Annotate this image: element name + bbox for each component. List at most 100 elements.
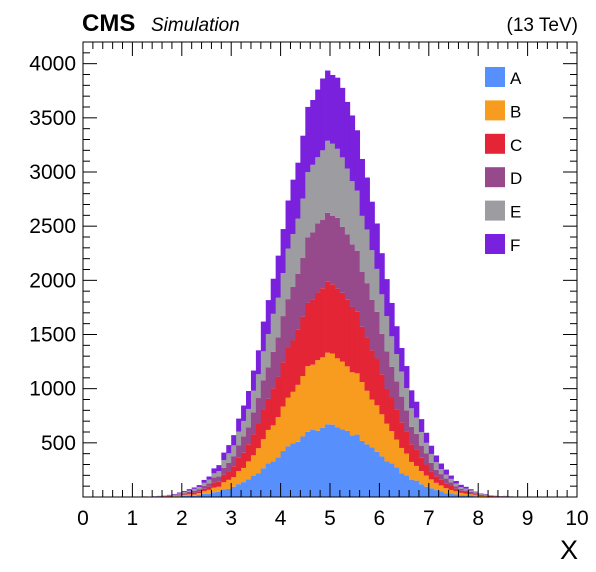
- bar-E-bin-56: [359, 215, 365, 272]
- bar-F-bin-24: [201, 479, 207, 483]
- bar-D-bin-66: [409, 426, 415, 445]
- bar-F-bin-21: [186, 489, 193, 491]
- bar-E-bin-77: [463, 488, 469, 491]
- bar-A-bin-23: [196, 494, 202, 497]
- bar-A-bin-77: [463, 495, 469, 497]
- bar-B-bin-69: [423, 475, 430, 487]
- bar-C-bin-47: [315, 292, 321, 361]
- bar-A-bin-71: [433, 490, 440, 497]
- bar-B-bin-56: [359, 382, 365, 441]
- bar-D-bin-43: [295, 273, 301, 330]
- bar-F-bin-43: [295, 162, 301, 219]
- bar-C-bin-34: [250, 434, 257, 456]
- bar-E-bin-40: [280, 273, 286, 317]
- bar-B-bin-61: [384, 423, 390, 462]
- bar-E-bin-34: [250, 390, 257, 413]
- bar-F-bin-39: [275, 255, 281, 298]
- bar-C-bin-73: [443, 483, 449, 489]
- x-tick-label-8: 8: [472, 507, 484, 530]
- bar-D-bin-24: [201, 485, 207, 489]
- bar-F-bin-81: [483, 494, 489, 495]
- bar-A-bin-42: [290, 443, 296, 497]
- bar-C-bin-65: [404, 431, 410, 454]
- bar-F-bin-31: [236, 418, 242, 432]
- bar-C-bin-57: [364, 337, 370, 391]
- bar-C-bin-29: [226, 471, 232, 480]
- bar-B-bin-60: [379, 414, 385, 457]
- bar-C-bin-69: [423, 464, 430, 476]
- bar-E-bin-71: [433, 462, 440, 470]
- bar-F-bin-50: [330, 74, 336, 144]
- legend-label-B: B: [510, 102, 521, 121]
- bar-B-bin-39: [275, 416, 281, 458]
- bar-A-bin-39: [275, 457, 281, 497]
- bar-C-bin-41: [285, 347, 291, 398]
- bar-D-bin-20: [181, 493, 188, 495]
- bar-E-bin-37: [265, 333, 272, 368]
- bar-B-bin-72: [438, 485, 445, 492]
- bar-B-bin-65: [404, 453, 410, 476]
- bar-E-bin-21: [186, 490, 193, 492]
- bar-A-bin-45: [305, 431, 311, 497]
- bar-F-bin-29: [226, 445, 232, 454]
- bar-B-bin-25: [206, 489, 212, 494]
- bar-F-bin-25: [206, 476, 212, 480]
- bar-D-bin-58: [369, 299, 375, 351]
- y-tick-label-1000: 1000: [29, 378, 76, 401]
- bar-B-bin-58: [369, 399, 375, 448]
- bar-F-bin-79: [473, 491, 479, 493]
- bar-C-bin-28: [221, 474, 227, 483]
- bar-E-bin-44: [300, 198, 306, 258]
- bar-C-bin-75: [453, 488, 459, 492]
- bar-B-bin-18: [171, 495, 178, 497]
- bar-F-bin-54: [349, 115, 356, 182]
- bar-B-bin-50: [330, 353, 336, 425]
- bar-A-bin-72: [438, 491, 445, 497]
- bar-B-bin-27: [216, 486, 222, 492]
- bar-B-bin-37: [265, 429, 272, 464]
- bar-D-bin-30: [231, 456, 237, 467]
- bar-F-bin-74: [448, 475, 454, 479]
- bar-E-bin-24: [201, 482, 207, 486]
- bar-E-bin-74: [448, 478, 454, 483]
- bar-A-bin-63: [394, 467, 400, 497]
- bar-E-bin-19: [176, 493, 183, 495]
- bar-C-bin-77: [463, 491, 469, 494]
- bar-D-bin-53: [344, 234, 351, 300]
- bar-E-bin-54: [349, 181, 356, 245]
- bar-C-bin-51: [334, 288, 341, 359]
- bar-F-bin-45: [305, 106, 311, 173]
- legend-label-E: E: [510, 203, 521, 222]
- bar-E-bin-46: [310, 164, 316, 233]
- bar-B-bin-20: [181, 494, 188, 496]
- bar-E-bin-72: [438, 469, 445, 475]
- bar-C-bin-60: [379, 374, 385, 415]
- bar-D-bin-37: [265, 367, 272, 399]
- bar-C-bin-61: [384, 388, 390, 424]
- bar-A-bin-47: [315, 430, 321, 497]
- bar-C-bin-74: [448, 486, 454, 490]
- bar-C-bin-21: [186, 493, 193, 495]
- bar-F-bin-22: [191, 487, 198, 489]
- bar-D-bin-69: [423, 453, 430, 465]
- bar-B-bin-59: [374, 405, 380, 452]
- bar-B-bin-77: [463, 493, 469, 496]
- bar-B-bin-41: [285, 397, 291, 447]
- bar-B-bin-46: [310, 364, 316, 430]
- bar-E-bin-58: [369, 250, 375, 300]
- bar-B-bin-40: [280, 406, 286, 452]
- bar-B-bin-19: [176, 495, 183, 497]
- bar-D-bin-22: [191, 490, 198, 493]
- bar-D-bin-44: [300, 257, 306, 317]
- bar-E-bin-27: [216, 471, 222, 477]
- bar-E-bin-35: [255, 374, 262, 399]
- bar-A-bin-33: [246, 479, 252, 497]
- x-tick-label-6: 6: [374, 507, 386, 530]
- bar-A-bin-66: [409, 480, 415, 497]
- legend-swatch-F: [485, 234, 505, 254]
- bar-A-bin-50: [330, 424, 336, 497]
- bar-A-bin-49: [325, 424, 331, 497]
- bar-C-bin-32: [241, 452, 247, 468]
- legend-label-F: F: [510, 236, 520, 255]
